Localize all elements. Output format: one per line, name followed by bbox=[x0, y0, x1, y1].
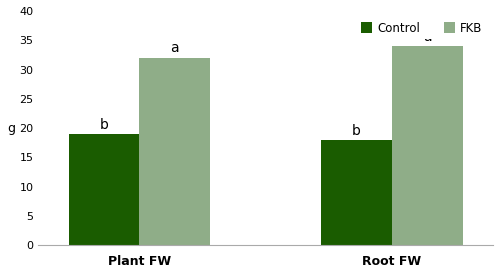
Bar bbox=[140, 58, 210, 245]
Bar bbox=[68, 134, 140, 245]
Bar bbox=[392, 46, 462, 245]
Bar bbox=[321, 140, 392, 245]
Text: b: b bbox=[352, 123, 361, 138]
Text: a: a bbox=[170, 42, 179, 56]
Y-axis label: g: g bbox=[7, 122, 15, 135]
Text: b: b bbox=[100, 118, 108, 132]
Text: a: a bbox=[423, 30, 432, 44]
Legend: Control, FKB: Control, FKB bbox=[356, 17, 487, 39]
